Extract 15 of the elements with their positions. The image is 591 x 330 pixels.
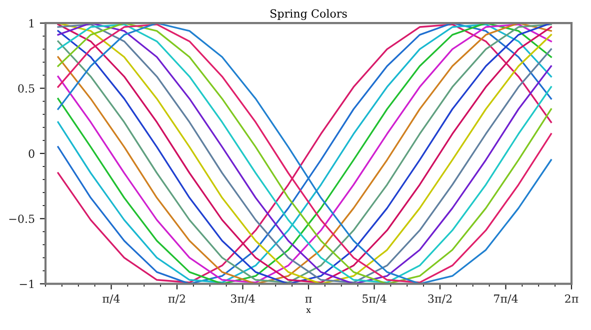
y-tick-label: −0.5 [9, 214, 34, 224]
x-tick-label: 3π/4 [231, 294, 255, 304]
x-tick-label: 5π/4 [362, 294, 386, 304]
y-tick-label: 0.5 [18, 84, 34, 93]
y-tick-label: 1 [29, 19, 34, 28]
x-tick-label: 3π/2 [428, 294, 452, 304]
x-axis-title: x [306, 308, 311, 313]
x-tick-label: π/4 [102, 294, 120, 304]
x-tick-label: 2π [565, 294, 578, 303]
x-tick-label: 7π/4 [494, 294, 518, 304]
y-tick-label: 0 [28, 149, 34, 158]
x-tick-label: π/2 [168, 294, 185, 304]
x-tick-label: π [305, 296, 312, 303]
chart-title: Spring Colors [270, 9, 347, 20]
y-tick-label: −1 [20, 280, 34, 288]
